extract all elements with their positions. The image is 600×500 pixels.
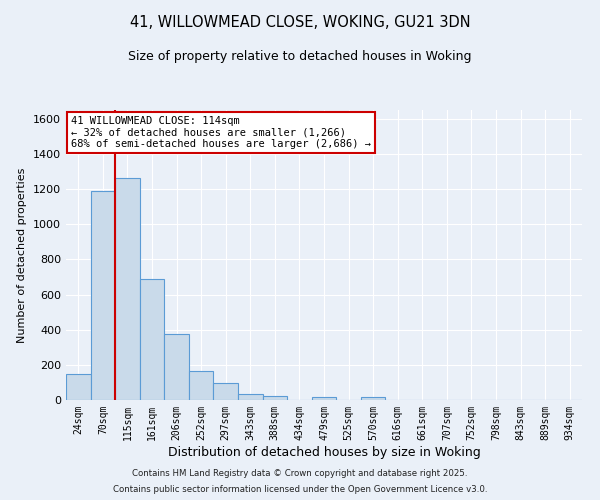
Bar bbox=[214, 384, 238, 400]
Bar bbox=[238, 394, 263, 400]
Text: Contains public sector information licensed under the Open Government Licence v3: Contains public sector information licen… bbox=[113, 485, 487, 494]
Bar bbox=[140, 278, 164, 400]
Bar bbox=[91, 191, 115, 400]
Text: 41 WILLOWMEAD CLOSE: 114sqm
← 32% of detached houses are smaller (1,266)
68% of : 41 WILLOWMEAD CLOSE: 114sqm ← 32% of det… bbox=[71, 116, 371, 149]
Bar bbox=[189, 371, 214, 400]
Bar bbox=[361, 398, 385, 400]
Bar bbox=[66, 374, 91, 400]
Text: 41, WILLOWMEAD CLOSE, WOKING, GU21 3DN: 41, WILLOWMEAD CLOSE, WOKING, GU21 3DN bbox=[130, 15, 470, 30]
Bar bbox=[164, 334, 189, 400]
Text: Contains HM Land Registry data © Crown copyright and database right 2025.: Contains HM Land Registry data © Crown c… bbox=[132, 468, 468, 477]
Bar bbox=[263, 396, 287, 400]
Text: Size of property relative to detached houses in Woking: Size of property relative to detached ho… bbox=[128, 50, 472, 63]
Y-axis label: Number of detached properties: Number of detached properties bbox=[17, 168, 28, 342]
Bar bbox=[312, 398, 336, 400]
Bar bbox=[115, 178, 140, 400]
X-axis label: Distribution of detached houses by size in Woking: Distribution of detached houses by size … bbox=[167, 446, 481, 458]
